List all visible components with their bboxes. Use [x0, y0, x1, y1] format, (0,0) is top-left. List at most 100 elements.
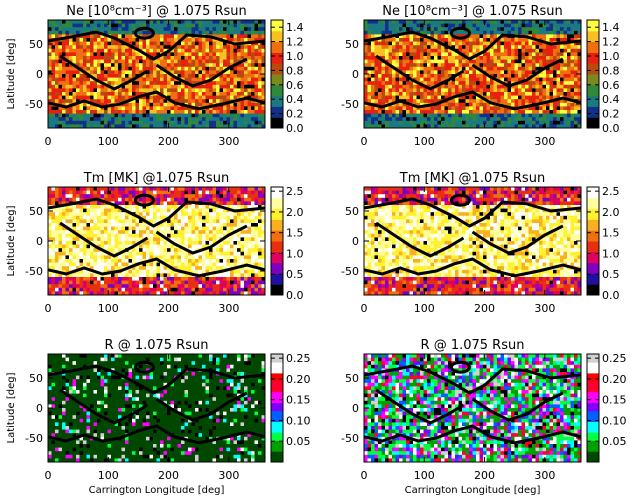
heatmap-cell: [188, 45, 192, 50]
heatmap-cell: [532, 30, 536, 35]
heatmap-cell: [233, 56, 238, 60]
heatmap-cell: [209, 215, 213, 220]
heatmap-cell: [240, 190, 245, 195]
heatmap-cell: [490, 106, 494, 111]
heatmap-cell: [104, 117, 108, 122]
heatmap-cell: [261, 233, 266, 238]
heatmap-cell: [209, 226, 213, 231]
heatmap-cell: [497, 30, 501, 35]
heatmap-cell: [191, 81, 196, 86]
heatmap-cell: [511, 99, 515, 104]
heatmap-cell: [521, 120, 526, 125]
heatmap-cell: [448, 110, 452, 114]
heatmap-cell: [574, 48, 578, 53]
heatmap-cell: [518, 113, 522, 118]
heatmap-cell: [577, 70, 582, 75]
heatmap-cell: [55, 194, 59, 199]
heatmap-cell: [160, 113, 164, 118]
heatmap-cell: [212, 48, 217, 53]
heatmap-cell: [65, 110, 70, 114]
heatmap-cell: [216, 233, 220, 238]
heatmap-cell: [142, 187, 147, 191]
heatmap-cell: [100, 77, 105, 82]
heatmap-cell: [416, 113, 421, 118]
heatmap-cell: [139, 88, 143, 93]
heatmap-cell: [542, 84, 547, 89]
heatmap-cell: [367, 45, 372, 50]
heatmap-cell: [521, 41, 526, 46]
heatmap-cell: [261, 92, 266, 96]
heatmap-cell: [104, 233, 108, 238]
heatmap-cell: [69, 208, 73, 213]
heatmap-cell: [223, 77, 227, 82]
heatmap-cell: [462, 88, 466, 93]
heatmap-cell: [51, 194, 56, 199]
heatmap-cell: [188, 74, 192, 78]
heatmap-cell: [121, 223, 126, 227]
heatmap-cell: [434, 92, 438, 96]
heatmap-cell: [58, 190, 63, 195]
heatmap-cell: [371, 70, 375, 75]
heatmap-cell: [76, 84, 80, 89]
heatmap-cell: [149, 66, 154, 71]
heatmap-cell: [195, 241, 199, 245]
heatmap-cell: [560, 34, 564, 39]
heatmap-cell: [223, 215, 227, 220]
heatmap-cell: [392, 110, 396, 114]
heatmap-cell: [395, 23, 400, 28]
heatmap-cell: [240, 56, 245, 60]
heatmap-cell: [216, 99, 220, 104]
heatmap-cell: [48, 45, 52, 50]
heatmap-cell: [97, 34, 101, 39]
heatmap-cell: [125, 45, 129, 50]
heatmap-cell: [216, 92, 220, 96]
heatmap-cell: [149, 30, 154, 35]
heatmap-cell: [479, 77, 484, 82]
heatmap-cell: [570, 23, 575, 28]
heatmap-cell: [254, 212, 259, 217]
heatmap-cell: [174, 205, 178, 209]
heatmap-cell: [118, 34, 122, 39]
heatmap-cell: [111, 30, 115, 35]
heatmap-cell: [202, 27, 206, 32]
heatmap-cell: [62, 74, 66, 78]
heatmap-cell: [177, 124, 182, 129]
heatmap-cell: [427, 23, 431, 28]
heatmap-cell: [251, 88, 255, 93]
heatmap-cell: [448, 92, 452, 96]
y-axis-label: Latitude [deg]: [6, 38, 17, 109]
heatmap-cell: [202, 38, 206, 42]
heatmap-cell: [97, 56, 101, 60]
heatmap-cell: [132, 241, 136, 245]
heatmap-cell: [261, 120, 266, 125]
heatmap-cell: [469, 66, 473, 71]
heatmap-cell: [100, 70, 105, 75]
heatmap-cell: [441, 59, 445, 64]
heatmap-cell: [132, 88, 136, 93]
heatmap-cell: [149, 120, 154, 125]
heatmap-cell: [483, 120, 487, 125]
heatmap-cell: [79, 230, 84, 235]
heatmap-cell: [254, 120, 259, 125]
heatmap-cell: [574, 66, 578, 71]
heatmap-cell: [251, 241, 255, 245]
heatmap-cell: [458, 41, 463, 46]
heatmap-cell: [69, 66, 73, 71]
heatmap-cell: [240, 110, 245, 114]
heatmap-cell: [490, 95, 494, 100]
heatmap-cell: [219, 106, 224, 111]
heatmap-cell: [198, 120, 203, 125]
heatmap-cell: [437, 23, 442, 28]
heatmap-cell: [76, 95, 80, 100]
heatmap-cell: [521, 45, 526, 50]
heatmap-cell: [374, 106, 379, 111]
heatmap-cell: [114, 212, 119, 217]
heatmap-cell: [76, 117, 80, 122]
heatmap-cell: [364, 34, 368, 39]
heatmap-cell: [223, 74, 227, 78]
heatmap-cell: [233, 226, 238, 231]
heatmap-cell: [549, 77, 554, 82]
heatmap-cell: [511, 88, 515, 93]
heatmap-cell: [563, 59, 568, 64]
heatmap-cell: [254, 197, 259, 202]
